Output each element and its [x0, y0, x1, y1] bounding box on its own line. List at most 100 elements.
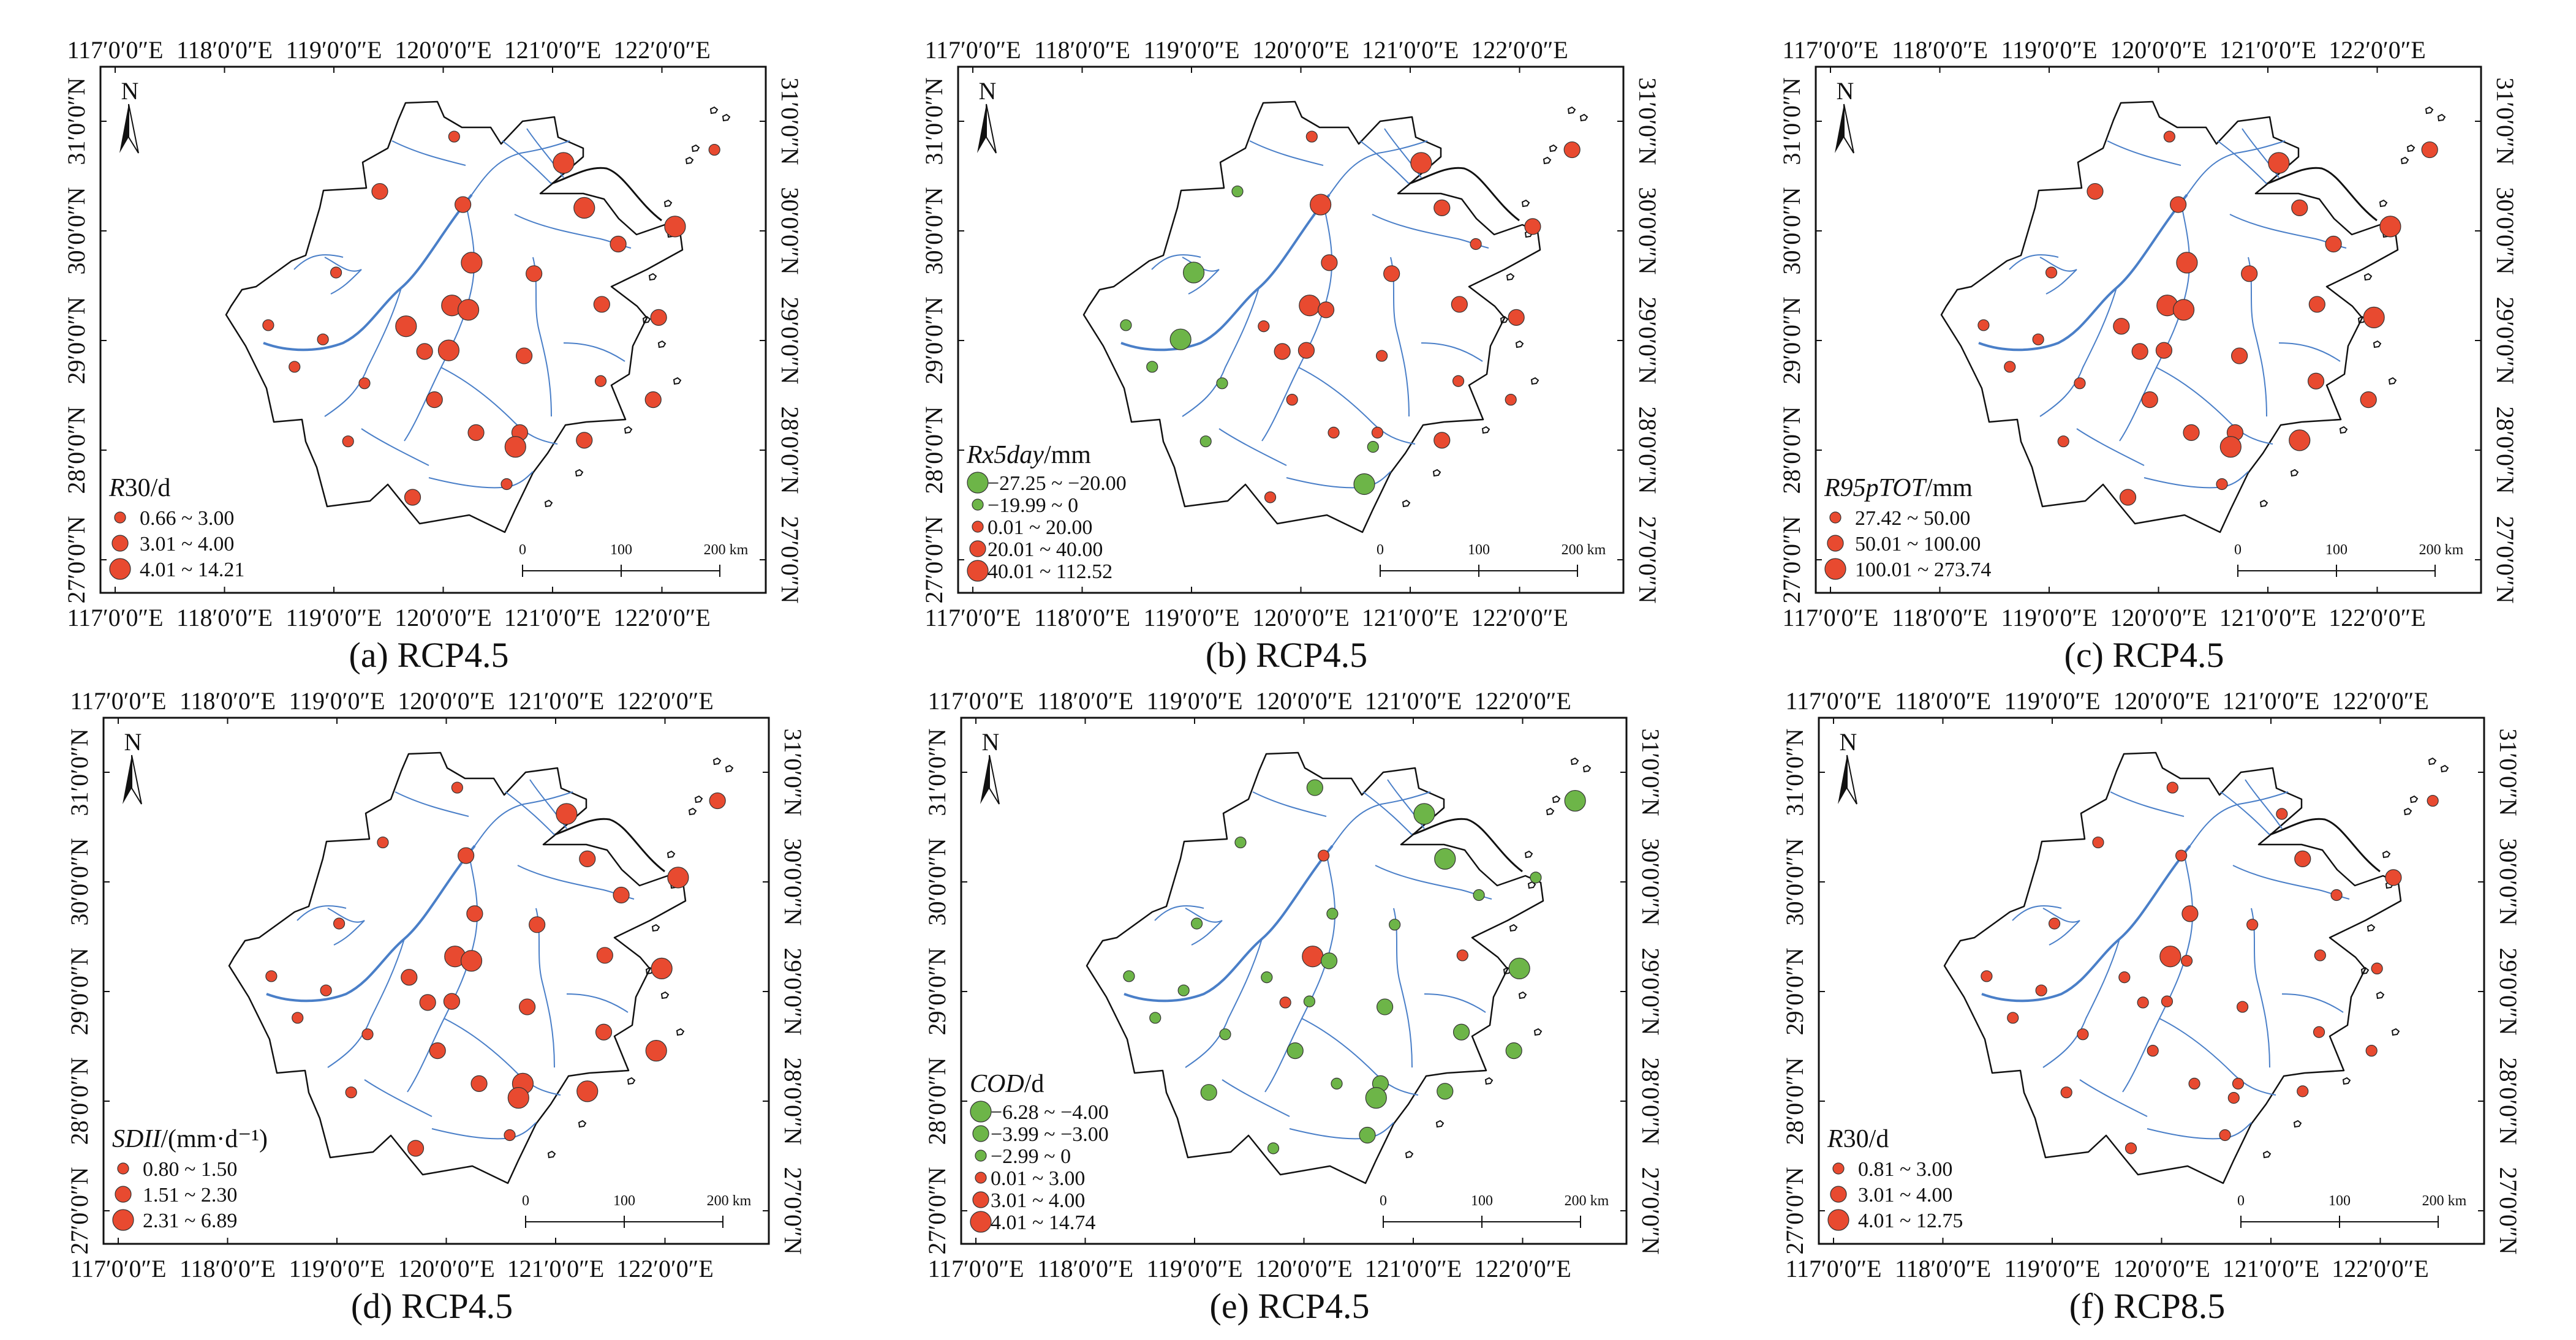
station-marker-d: [345, 1086, 357, 1099]
legend-title-rest: /mm: [1044, 441, 1091, 469]
map-panel-e: 117′0′0″E 117′0′0″E 118′0′0″E 118′0′0″E 119′…: [861, 651, 1718, 1325]
station-marker-d: [401, 969, 418, 986]
lon-label-bottom: 118′0′0″E: [1037, 1255, 1133, 1282]
legend-label: 20.01 ~ 40.00: [988, 538, 1103, 561]
legend-title-rest: /mm: [1925, 474, 1973, 502]
panel-caption: (d) RCP4.5: [350, 1286, 513, 1326]
river: [1359, 140, 1410, 184]
island-outline: [1521, 199, 1530, 208]
island-outline: [1515, 340, 1524, 348]
station-marker-a: [448, 130, 460, 143]
lat-label-left: 29′0′0″N: [920, 296, 948, 384]
island-outline: [712, 757, 722, 766]
station-marker-f: [2159, 946, 2181, 968]
legend-title-rest: 30/d: [125, 474, 171, 502]
station-marker-f: [2365, 1045, 2378, 1057]
legend-symbol: [117, 1162, 129, 1175]
river: [1252, 791, 1327, 817]
lat-label-left: 28′0′0″N: [66, 1057, 93, 1145]
island-outline: [2342, 1077, 2351, 1085]
station-marker-a: [573, 197, 595, 219]
river: [2042, 908, 2080, 946]
lon-label-bottom: 117′0′0″E: [70, 1255, 166, 1282]
legend-symbol: [111, 535, 129, 552]
station-marker-b: [1297, 342, 1315, 359]
north-arrow-icon: N: [1838, 728, 1857, 805]
scale-bar-label: 0: [2234, 542, 2242, 558]
lat-label-right: 29′0′0″N: [2491, 296, 2519, 384]
river: [1424, 993, 1486, 1013]
lat-label-left: 27′0′0″N: [923, 1167, 951, 1254]
river: [440, 367, 558, 445]
province-boundary: [1082, 100, 1541, 533]
island-outline: [2262, 1150, 2272, 1159]
legend-label: 3.01 ~ 4.00: [140, 533, 234, 555]
legend-symbol: [114, 511, 126, 524]
station-marker-a: [426, 391, 443, 408]
legend-title-italic: Rx5day: [966, 441, 1044, 469]
legend-label: 3.01 ~ 4.00: [991, 1189, 1085, 1212]
station-marker-a: [644, 391, 662, 408]
station-marker-e: [1452, 1023, 1470, 1041]
legend-title-rest: 30/d: [1843, 1125, 1889, 1153]
island-outline: [2403, 807, 2412, 816]
coastline: [554, 818, 665, 873]
station-marker-d: [451, 781, 463, 794]
river: [2119, 201, 2191, 442]
scale-bar-label: 200 km: [2422, 1193, 2467, 1209]
station-marker-d: [579, 850, 596, 868]
scale-bar-label: 0: [1380, 1193, 1387, 1209]
station-marker-e: [1149, 1012, 1161, 1024]
station-marker-c: [2291, 199, 2308, 217]
coastline: [551, 167, 662, 222]
river: [327, 938, 405, 1068]
lon-label-top: 122′0′0″E: [1474, 687, 1571, 715]
north-arrow-left-half: [977, 104, 986, 153]
island-outline: [1524, 850, 1533, 859]
lon-label-bottom: 122′0′0″E: [616, 1255, 714, 1282]
river: [566, 993, 629, 1013]
river: [263, 194, 473, 352]
station-marker-a: [708, 143, 720, 156]
legend-label: 0.80 ~ 1.50: [143, 1158, 237, 1181]
lon-label-top: 118′0′0″E: [1034, 36, 1130, 64]
lat-label-right: 29′0′0″N: [779, 947, 807, 1035]
legend-label: 4.01 ~ 14.21: [140, 559, 244, 581]
station-marker-e: [1331, 1077, 1343, 1090]
lat-label-right: 27′0′0″N: [2495, 1167, 2522, 1254]
island-outline: [2290, 469, 2299, 477]
province-boundary: [1943, 751, 2402, 1184]
lon-label-bottom: 120′0′0″E: [398, 1255, 495, 1282]
station-marker-a: [416, 343, 433, 360]
station-marker-b: [1264, 491, 1277, 503]
station-marker-d: [466, 905, 483, 922]
station-marker-d: [651, 957, 673, 980]
legend-title-italic: SDII: [112, 1125, 162, 1153]
station-marker-e: [1286, 1042, 1304, 1060]
station-marker-a: [650, 309, 667, 326]
river: [1261, 201, 1333, 442]
station-marker-b: [1310, 194, 1332, 216]
island-outline: [1435, 1120, 1445, 1128]
island-outline: [2360, 966, 2370, 975]
island-outline: [667, 850, 676, 859]
station-marker-b: [1410, 152, 1432, 174]
station-marker-a: [262, 319, 274, 331]
lon-label-top: 119′0′0″E: [2001, 36, 2097, 64]
station-marker-f: [2035, 984, 2047, 996]
station-marker-f: [2371, 962, 2383, 975]
river: [2076, 428, 2145, 466]
scale-bar-label: 100: [2329, 1193, 2351, 1209]
station-marker-a: [610, 235, 627, 253]
lat-label-right: 27′0′0″N: [779, 1167, 807, 1254]
lon-label-top: 122′0′0″E: [616, 687, 714, 715]
island-outline: [694, 795, 703, 804]
legend-symbol: [1827, 535, 1844, 552]
lon-label-bottom: 119′0′0″E: [2001, 604, 2097, 631]
station-marker-b: [1433, 432, 1451, 449]
island-outline: [685, 156, 694, 165]
station-marker-e: [1200, 1084, 1217, 1101]
lat-label-right: 28′0′0″N: [1637, 1057, 1664, 1145]
legend-title: R30/d: [108, 474, 170, 502]
station-marker-c: [2032, 333, 2044, 345]
